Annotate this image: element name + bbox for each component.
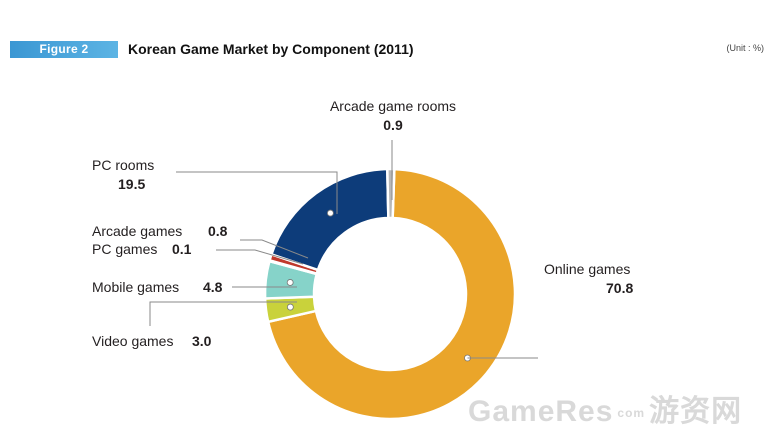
figure-badge: Figure 2 [10,41,118,58]
slice-online-games [266,167,517,421]
leader-video-games [149,301,297,326]
label-online-games: Online games [544,261,630,277]
unit-label: (Unit : %) [726,43,764,53]
marker-video-games [286,303,294,311]
watermark-separator: com [617,406,646,421]
value-online-games: 70.8 [606,280,633,296]
slice-arcade-game-rooms [386,167,396,220]
leader-pc-games [216,249,304,265]
label-mobile-games: Mobile games [92,279,179,295]
marker-mobile-games [286,279,294,286]
label-arcade-game-rooms: Arcade game rooms [330,98,456,114]
slice-labels: Online games 70.8 Video games 3.0 Mobile gam… [92,98,633,349]
marker-pc-rooms [326,209,334,217]
figure-header: Figure 2 Korean Game Market by Component… [0,0,774,70]
leader-arcade-games [240,239,309,259]
watermark-cn: 游资网 [649,395,743,428]
label-pc-rooms: PC rooms [92,157,154,173]
value-mobile-games: 4.8 [203,279,223,295]
value-pc-games: 0.1 [172,241,192,257]
label-pc-games: PC games [92,241,157,257]
label-arcade-games: Arcade games [92,223,182,239]
figure-title: Korean Game Market by Component (2011) [128,41,414,57]
value-video-games: 3.0 [192,333,212,349]
slice-pc-rooms [269,167,390,272]
value-arcade-games: 0.8 [208,223,228,239]
leader-pc-rooms [176,171,338,214]
watermark-text: GameRes [468,395,614,428]
value-pc-rooms: 19.5 [118,176,145,192]
watermark: GameRes com 游资网 [468,386,742,430]
donut-slices [263,167,517,421]
value-arcade-game-rooms: 0.9 [383,117,403,133]
leader-lines [149,140,538,359]
label-video-games: Video games [92,333,173,349]
